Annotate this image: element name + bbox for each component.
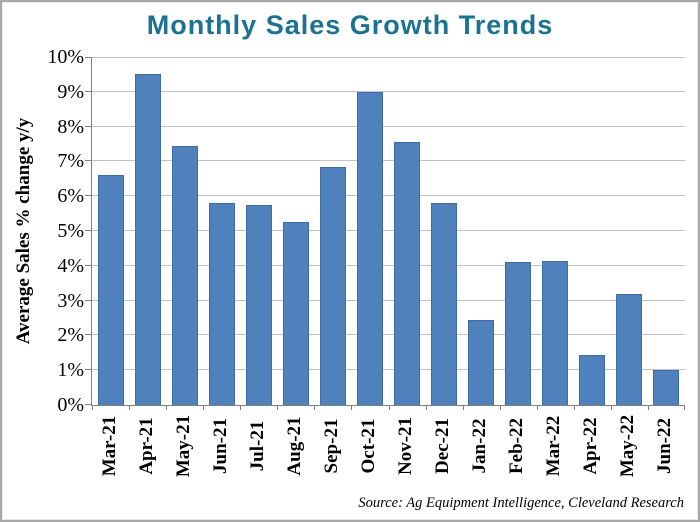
bar <box>282 222 309 405</box>
source-note: Source: Ag Equipment Intelligence, Cleve… <box>358 495 684 511</box>
y-tick-mark <box>85 195 91 197</box>
x-tick-mark <box>610 405 612 410</box>
x-tick-label: Oct-21 <box>357 418 379 474</box>
x-tick-label: Mar-22 <box>543 415 565 477</box>
x-tick-mark <box>203 405 205 410</box>
bar <box>208 203 235 405</box>
x-tick-label: Apr-22 <box>580 417 602 475</box>
bar <box>431 203 458 405</box>
y-tick-mark <box>85 230 91 231</box>
bar <box>542 260 569 405</box>
x-tick-label: Jul-21 <box>246 420 268 472</box>
y-tick-label: 8% <box>57 115 84 138</box>
bar <box>468 319 495 405</box>
x-tick-label: Aug-21 <box>283 416 305 476</box>
x-tick-mark <box>277 405 279 410</box>
gridline <box>92 334 685 336</box>
gridline <box>92 369 685 371</box>
x-tick-mark <box>462 405 464 410</box>
x-tick-mark <box>166 405 168 410</box>
x-tick-mark <box>388 405 390 410</box>
y-tick-label: 7% <box>57 150 84 173</box>
x-tick-label: May-22 <box>617 414 639 478</box>
x-tick-mark <box>240 405 242 410</box>
x-tick-label: May-21 <box>172 414 194 478</box>
y-tick-mark <box>85 369 91 371</box>
gridline <box>92 90 685 92</box>
y-tick-label: 10% <box>47 46 84 68</box>
y-tick-mark <box>85 334 91 336</box>
x-tick-mark <box>684 405 685 410</box>
gridline <box>92 125 685 127</box>
x-tick-label: Mar-21 <box>98 415 120 477</box>
y-tick-label: 3% <box>57 289 84 312</box>
gridline <box>92 264 685 266</box>
x-tick-mark <box>499 405 501 410</box>
y-tick-mark <box>85 299 91 301</box>
x-axis-tick-labels: Mar-21 Apr-21 May-21 Jun-21 Jul-21 Aug-21 Sep-… <box>91 406 684 482</box>
bar <box>171 145 198 405</box>
bar <box>97 175 124 405</box>
y-tick-mark <box>85 90 91 92</box>
x-tick-label: Jun-22 <box>654 418 676 474</box>
x-tick-label: Jan-22 <box>469 418 491 474</box>
x-tick-mark <box>314 405 316 410</box>
x-tick-label: Feb-22 <box>506 418 528 474</box>
y-tick-label: 2% <box>57 324 84 347</box>
x-tick-label: Apr-21 <box>135 417 157 475</box>
y-axis-tick-labels: 0% 1% 2% 3% 4% 5% 6% 7% 8% 9% 10% <box>2 47 84 415</box>
gridline <box>92 299 685 301</box>
y-tick-label: 4% <box>57 254 84 277</box>
y-tick-label: 9% <box>57 80 84 103</box>
bar <box>319 166 346 405</box>
bar <box>394 142 421 405</box>
x-tick-mark <box>351 405 353 410</box>
bar <box>579 354 606 405</box>
y-tick-label: 0% <box>57 394 84 416</box>
y-tick-mark <box>85 160 91 162</box>
gridline <box>92 195 685 197</box>
x-tick-mark <box>425 405 427 410</box>
x-tick-label: Jun-21 <box>209 418 231 474</box>
x-tick-mark <box>129 405 131 410</box>
x-tick-label: Dec-21 <box>432 418 454 474</box>
bar <box>616 293 643 405</box>
x-tick-label: Nov-21 <box>395 416 417 476</box>
y-tick-label: 6% <box>57 185 84 208</box>
y-tick-label: 1% <box>57 359 84 382</box>
y-tick-label: 5% <box>57 220 84 242</box>
bar <box>653 370 680 405</box>
bar <box>134 74 161 405</box>
x-tick-mark <box>573 405 575 410</box>
bar <box>505 262 532 405</box>
gridline <box>92 57 685 58</box>
x-tick-mark <box>92 405 93 410</box>
x-tick-label: Sep-21 <box>320 418 342 474</box>
plot-area <box>85 57 685 410</box>
bar <box>245 204 272 405</box>
chart-title: Monthly Sales Growth Trends <box>146 10 554 40</box>
y-tick-mark <box>85 404 91 405</box>
gridline <box>92 230 685 231</box>
gridline <box>92 160 685 162</box>
y-tick-mark <box>85 264 91 266</box>
x-tick-mark <box>536 405 538 410</box>
bar <box>356 91 383 405</box>
y-tick-mark <box>85 125 91 127</box>
x-tick-mark <box>647 405 649 410</box>
y-tick-mark <box>85 57 91 58</box>
